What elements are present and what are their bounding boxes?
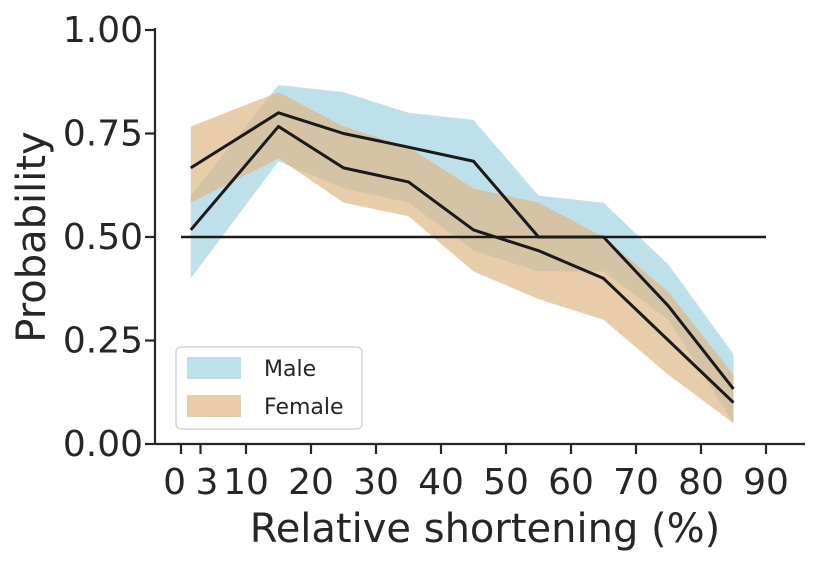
- y-tick-label: 0.25: [63, 321, 143, 362]
- y-tick-label: 0.75: [63, 114, 143, 155]
- band-female: [190, 92, 734, 424]
- legend: Male Female: [175, 346, 363, 430]
- legend-swatch-male: [187, 357, 241, 379]
- y-tick-label: 0.00: [63, 424, 143, 465]
- x-axis-title: Relative shortening (%): [250, 506, 721, 552]
- mean-lines: [189, 111, 735, 404]
- x-tick-label: 20: [288, 462, 334, 503]
- x-tick-label: 70: [613, 462, 659, 503]
- y-tick-label: 1.00: [63, 10, 143, 51]
- confidence-bands: [190, 85, 734, 424]
- x-tick-label: 80: [678, 462, 724, 503]
- x-tick-label: 3: [196, 462, 219, 503]
- x-tick-label: 50: [483, 462, 529, 503]
- y-tick-label: 0.50: [63, 217, 143, 258]
- legend-swatch-female: [187, 395, 241, 417]
- legend-label-male: Male: [264, 357, 316, 382]
- x-tick-label: 60: [548, 462, 594, 503]
- x-tick-label: 30: [353, 462, 399, 503]
- x-tick-label: 0: [163, 462, 186, 503]
- x-tick-label: 90: [743, 462, 789, 503]
- y-axis-title: Probability: [9, 131, 55, 342]
- x-tick-label: 40: [418, 462, 464, 503]
- legend-label-female: Female: [264, 395, 344, 420]
- x-tick-label: 10: [223, 462, 269, 503]
- axes: 0.00 0.25 0.50 0.75 1.00 0 3 10 20 30 40 50 60 70 80 90: [63, 10, 805, 503]
